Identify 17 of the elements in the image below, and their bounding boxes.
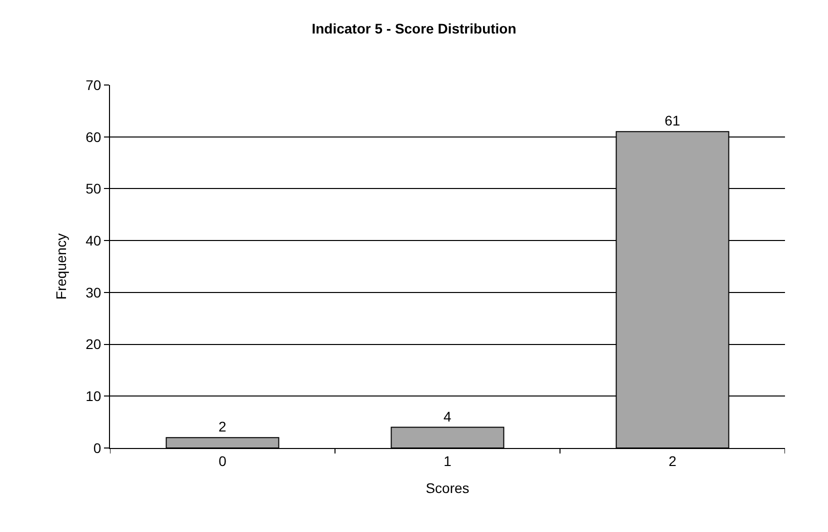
x-tick-label: 2 [668, 452, 677, 469]
y-tick-label: 50 [86, 180, 102, 197]
y-axis-title: Frequency [53, 233, 70, 300]
y-tick-label: 30 [86, 284, 102, 300]
y-tick-label: 20 [86, 336, 102, 352]
data-label: 2 [218, 418, 226, 435]
x-tick-label: 0 [218, 452, 227, 469]
data-label: 4 [444, 408, 452, 424]
x-tick-label: 1 [444, 452, 452, 469]
x-axis-title: Scores [426, 480, 470, 496]
y-tick-label: 0 [93, 440, 102, 456]
data-label: 61 [664, 112, 680, 129]
y-tick-label: 10 [86, 388, 102, 404]
chart-title: Indicator 5 - Score Distribution [312, 20, 516, 37]
y-tick-label: 60 [86, 128, 102, 145]
y-tick-label: 70 [86, 76, 102, 93]
y-tick-label: 40 [86, 232, 102, 248]
